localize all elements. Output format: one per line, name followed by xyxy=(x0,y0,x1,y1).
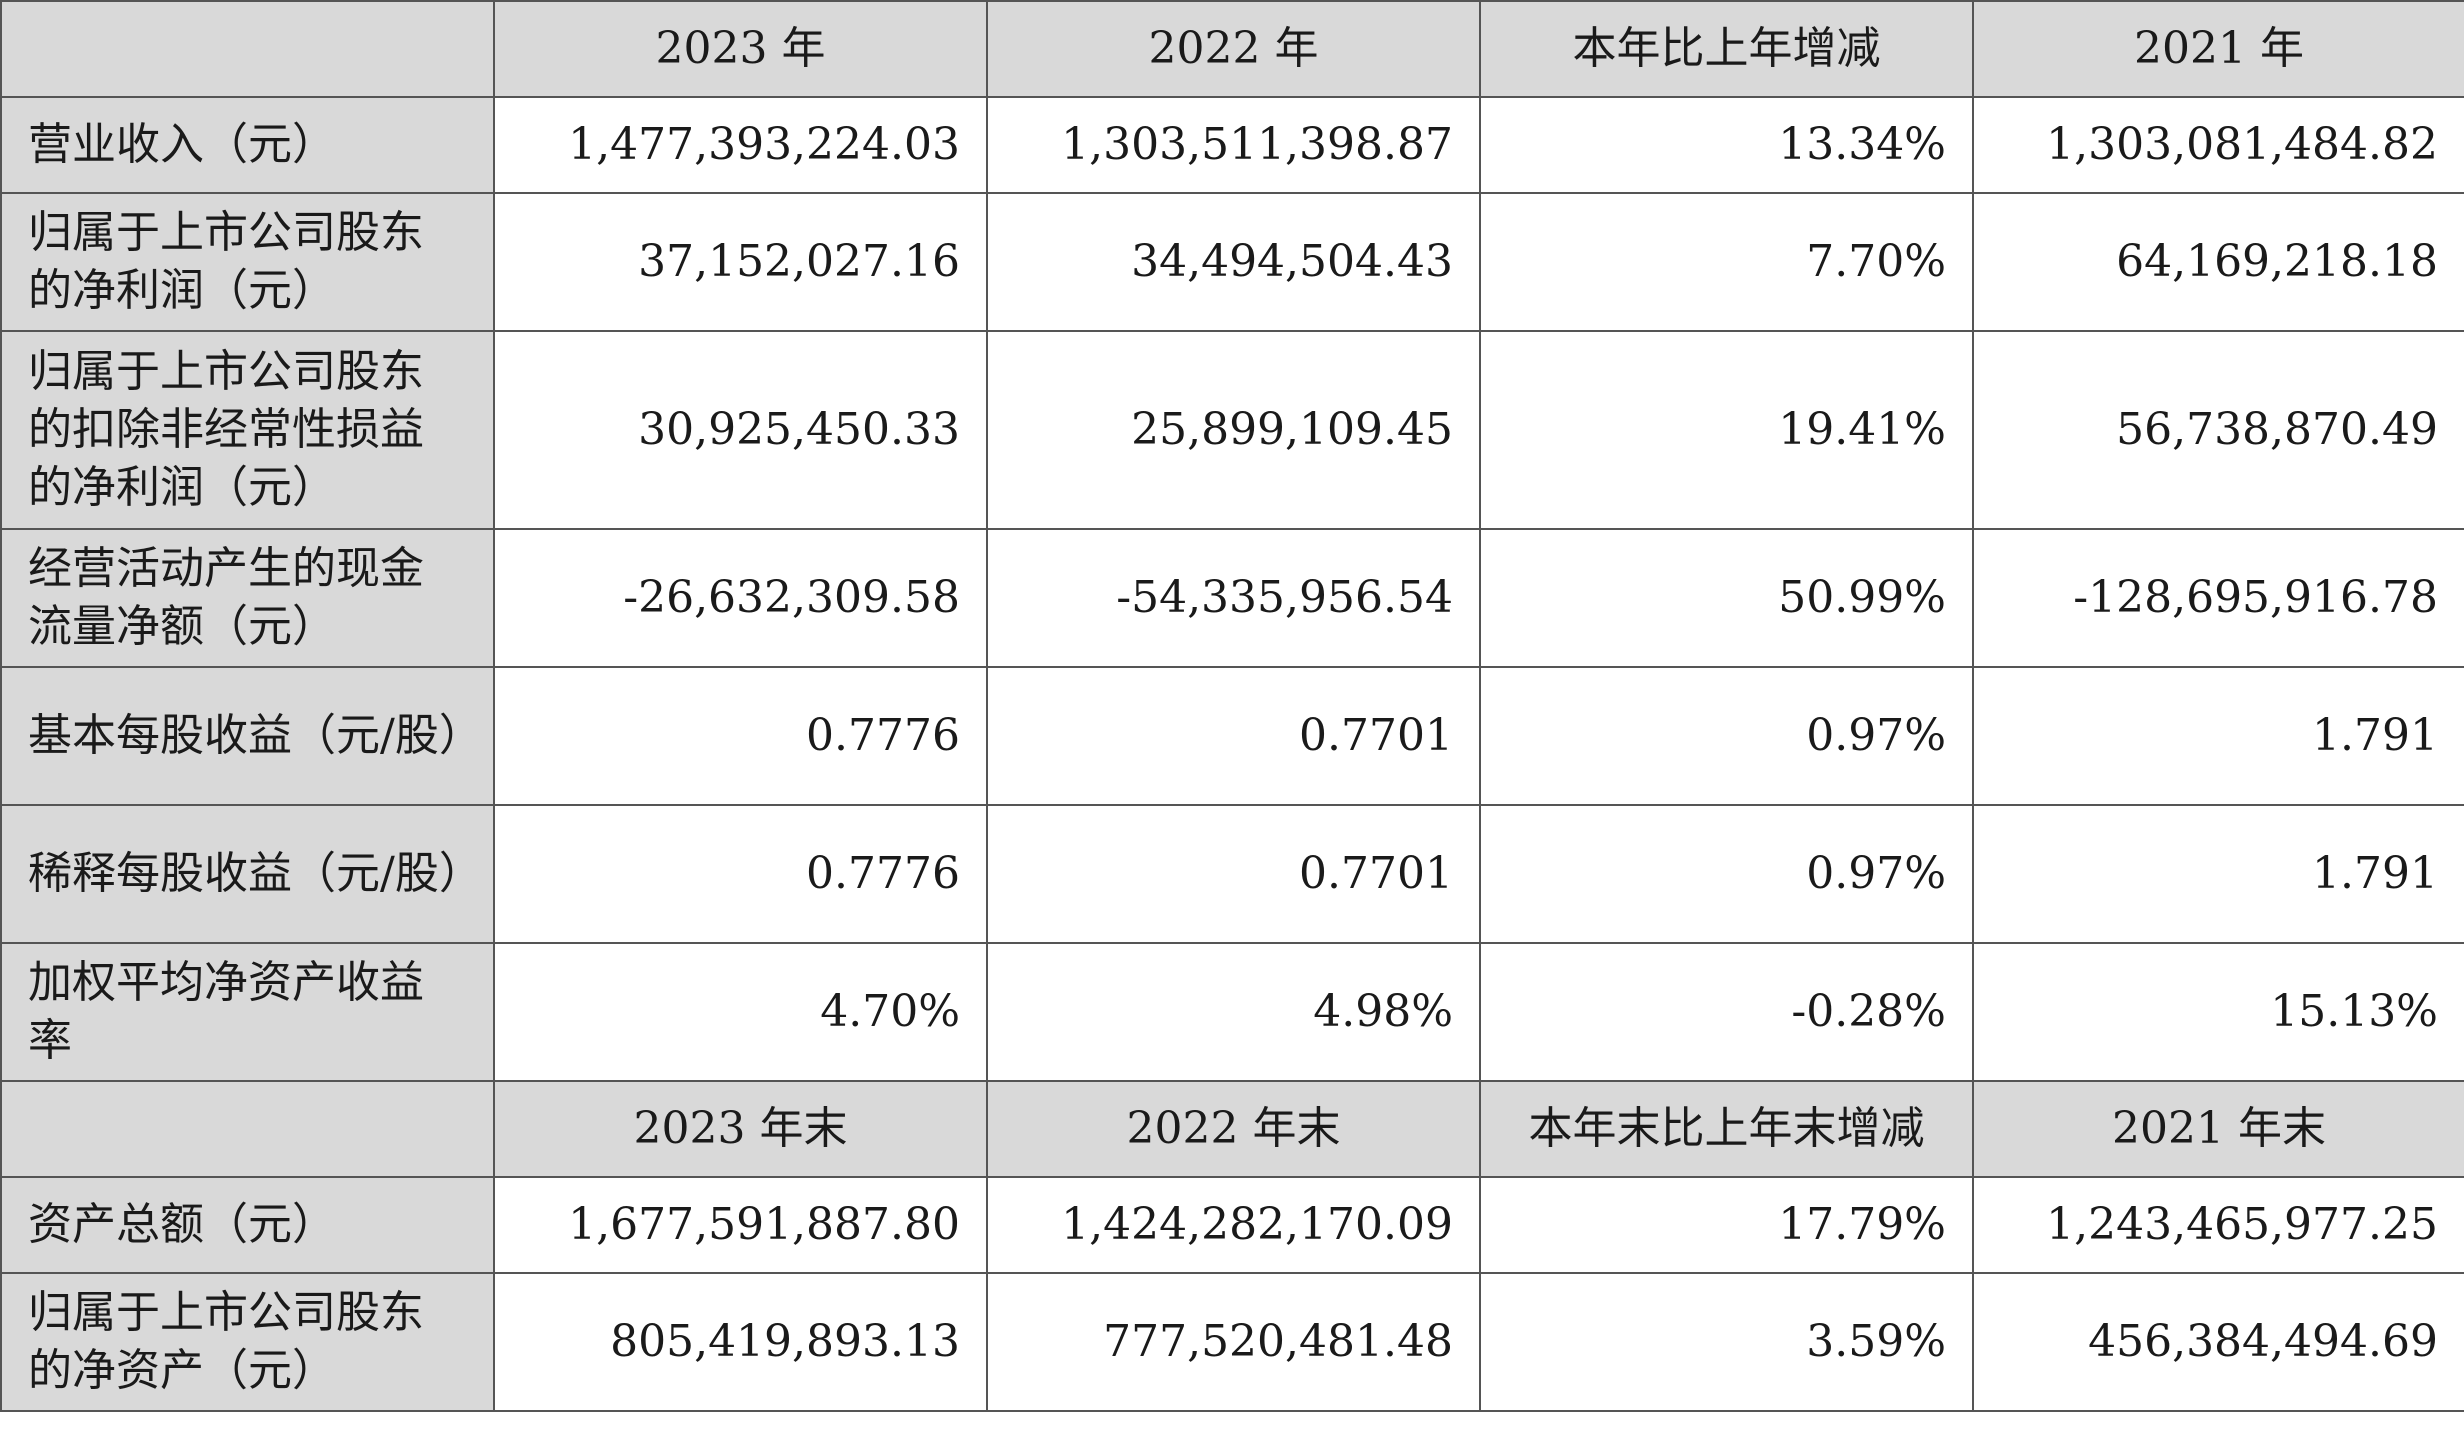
cell-value: -0.28% xyxy=(1479,942,1974,1082)
cell-value: 0.97% xyxy=(1479,666,1974,806)
table-row: 归属于上市公司股东的扣除非经常性损益的净利润（元） 30,925,450.33 … xyxy=(0,330,2464,530)
cell-value: -26,632,309.58 xyxy=(493,528,988,668)
cell-value: 0.7701 xyxy=(986,666,1481,806)
cell-value: 1,677,591,887.80 xyxy=(493,1176,988,1274)
cell-value: 1,424,282,170.09 xyxy=(986,1176,1481,1274)
header-yoy-change: 本年比上年增减 xyxy=(1479,0,1974,98)
table-row: 资产总额（元） 1,677,591,887.80 1,424,282,170.0… xyxy=(0,1176,2464,1274)
row-label-operating-cash-flow: 经营活动产生的现金流量净额（元） xyxy=(0,528,495,668)
cell-value: 1.791 xyxy=(1972,804,2464,944)
table-row: 稀释每股收益（元/股） 0.7776 0.7701 0.97% 1.791 xyxy=(0,804,2464,944)
cell-value: 0.97% xyxy=(1479,804,1974,944)
header-corner-cell xyxy=(0,1080,495,1178)
header-row-annual: 2023 年 2022 年 本年比上年增减 2021 年 xyxy=(0,0,2464,98)
row-label-revenue: 营业收入（元） xyxy=(0,96,495,194)
cell-value: 0.7701 xyxy=(986,804,1481,944)
header-corner-cell xyxy=(0,0,495,98)
row-label-total-assets: 资产总额（元） xyxy=(0,1176,495,1274)
row-label-basic-eps: 基本每股收益（元/股） xyxy=(0,666,495,806)
row-label-weighted-roe: 加权平均净资产收益率 xyxy=(0,942,495,1082)
financial-indicators-table: 2023 年 2022 年 本年比上年增减 2021 年 营业收入（元） 1,4… xyxy=(0,0,2464,1412)
cell-value: 37,152,027.16 xyxy=(493,192,988,332)
cell-value: 1,477,393,224.03 xyxy=(493,96,988,194)
cell-value: 30,925,450.33 xyxy=(493,330,988,530)
cell-value: 0.7776 xyxy=(493,666,988,806)
header-2022-end: 2022 年末 xyxy=(986,1080,1481,1178)
cell-value: 3.59% xyxy=(1479,1272,1974,1412)
header-2021-end: 2021 年末 xyxy=(1972,1080,2464,1178)
cell-value: 4.98% xyxy=(986,942,1481,1082)
cell-value: 777,520,481.48 xyxy=(986,1272,1481,1412)
table-row: 归属于上市公司股东的净利润（元） 37,152,027.16 34,494,50… xyxy=(0,192,2464,332)
cell-value: 64,169,218.18 xyxy=(1972,192,2464,332)
cell-value: 805,419,893.13 xyxy=(493,1272,988,1412)
table-row: 加权平均净资产收益率 4.70% 4.98% -0.28% 15.13% xyxy=(0,942,2464,1082)
table-row: 基本每股收益（元/股） 0.7776 0.7701 0.97% 1.791 xyxy=(0,666,2464,806)
cell-value: 456,384,494.69 xyxy=(1972,1272,2464,1412)
cell-value: 4.70% xyxy=(493,942,988,1082)
row-label-net-profit: 归属于上市公司股东的净利润（元） xyxy=(0,192,495,332)
cell-value: 34,494,504.43 xyxy=(986,192,1481,332)
cell-value: 13.34% xyxy=(1479,96,1974,194)
table-row: 营业收入（元） 1,477,393,224.03 1,303,511,398.8… xyxy=(0,96,2464,194)
header-row-year-end: 2023 年末 2022 年末 本年末比上年末增减 2021 年末 xyxy=(0,1080,2464,1178)
cell-value: 17.79% xyxy=(1479,1176,1974,1274)
cell-value: 1,243,465,977.25 xyxy=(1972,1176,2464,1274)
cell-value: 1,303,511,398.87 xyxy=(986,96,1481,194)
cell-value: 19.41% xyxy=(1479,330,1974,530)
row-label-diluted-eps: 稀释每股收益（元/股） xyxy=(0,804,495,944)
header-2021: 2021 年 xyxy=(1972,0,2464,98)
cell-value: 1.791 xyxy=(1972,666,2464,806)
header-2023: 2023 年 xyxy=(493,0,988,98)
header-yoy-end-change: 本年末比上年末增减 xyxy=(1479,1080,1974,1178)
cell-value: 50.99% xyxy=(1479,528,1974,668)
row-label-net-profit-excl-nonrecurring: 归属于上市公司股东的扣除非经常性损益的净利润（元） xyxy=(0,330,495,530)
table-row: 经营活动产生的现金流量净额（元） -26,632,309.58 -54,335,… xyxy=(0,528,2464,668)
header-2023-end: 2023 年末 xyxy=(493,1080,988,1178)
cell-value: 56,738,870.49 xyxy=(1972,330,2464,530)
cell-value: 25,899,109.45 xyxy=(986,330,1481,530)
row-label-net-assets: 归属于上市公司股东的净资产（元） xyxy=(0,1272,495,1412)
cell-value: -128,695,916.78 xyxy=(1972,528,2464,668)
cell-value: 7.70% xyxy=(1479,192,1974,332)
cell-value: 15.13% xyxy=(1972,942,2464,1082)
cell-value: -54,335,956.54 xyxy=(986,528,1481,668)
header-2022: 2022 年 xyxy=(986,0,1481,98)
table-row: 归属于上市公司股东的净资产（元） 805,419,893.13 777,520,… xyxy=(0,1272,2464,1412)
cell-value: 1,303,081,484.82 xyxy=(1972,96,2464,194)
cell-value: 0.7776 xyxy=(493,804,988,944)
